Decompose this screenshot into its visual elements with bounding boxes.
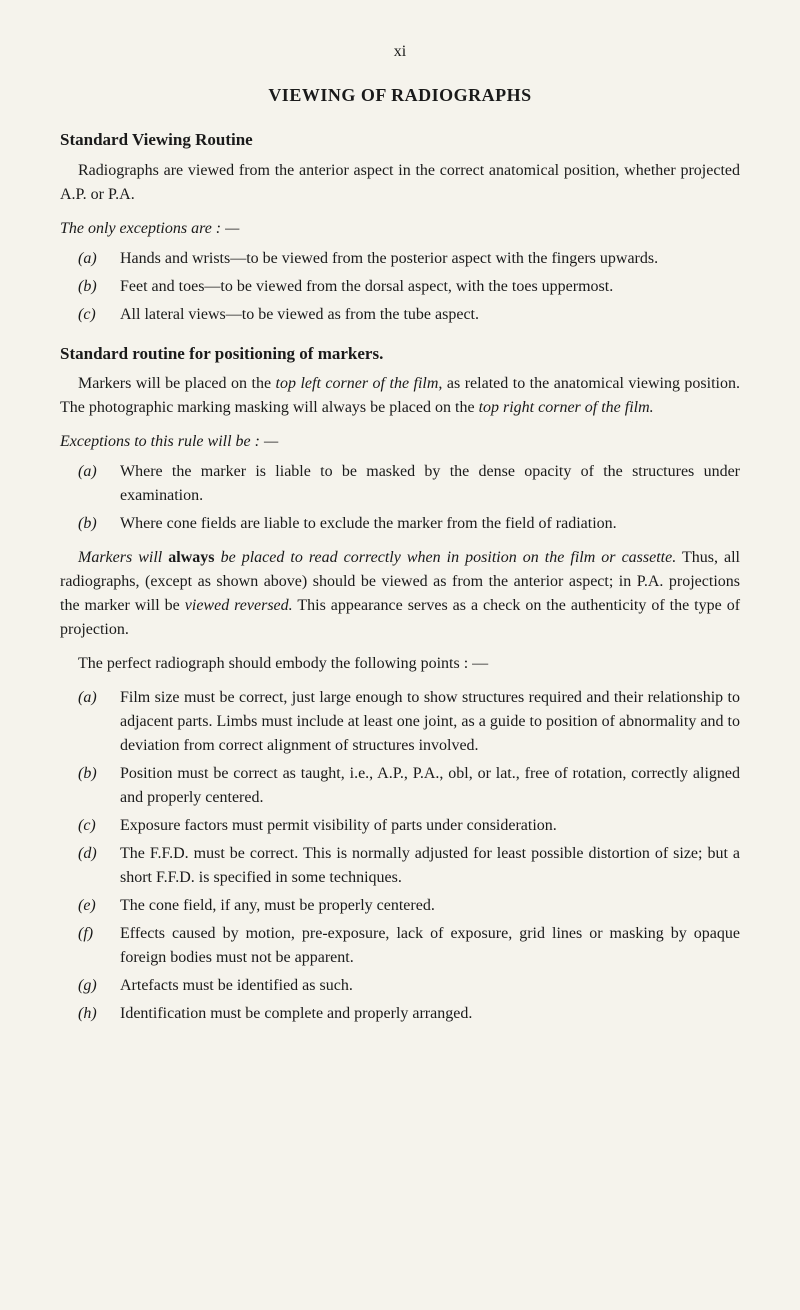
list-label: (b) (60, 512, 120, 536)
list-text: Film size must be correct, just large en… (120, 686, 740, 758)
list-text: Effects caused by motion, pre-exposure, … (120, 922, 740, 970)
list-label: (a) (60, 460, 120, 508)
list-label: (a) (60, 247, 120, 271)
list-text: Feet and toes—to be viewed from the dors… (120, 275, 740, 299)
list-item: (c) All lateral views—to be viewed as fr… (60, 303, 740, 327)
list-label: (f) (60, 922, 120, 970)
page-number: xi (60, 40, 740, 64)
list-item: (f) Effects caused by motion, pre-exposu… (60, 922, 740, 970)
list-label: (b) (60, 275, 120, 299)
list-label: (e) (60, 894, 120, 918)
section1-list: (a) Hands and wrists—to be viewed from t… (60, 247, 740, 327)
list-text: All lateral views—to be viewed as from t… (120, 303, 740, 327)
text: Radiographs are viewed from the anterior… (78, 162, 440, 179)
section2-markers-para: Markers will always be placed to read co… (60, 546, 740, 642)
section1-para1: Radiographs are viewed from the anterior… (60, 159, 740, 207)
list-label: (b) (60, 762, 120, 810)
section3-list: (a) Film size must be correct, just larg… (60, 686, 740, 1026)
section3-lead: The perfect radiograph should embody the… (60, 652, 740, 676)
list-item: (a) Where the marker is liable to be mas… (60, 460, 740, 508)
list-label: (c) (60, 303, 120, 327)
list-label: (g) (60, 974, 120, 998)
list-label: (c) (60, 814, 120, 838)
text: Markers will be placed on the (78, 375, 276, 392)
section2-heading: Standard routine for positioning of mark… (60, 341, 740, 367)
text-bold: always (168, 549, 214, 566)
list-text: Exposure factors must permit visibility … (120, 814, 740, 838)
text-italic: top left corner of the film, (276, 375, 443, 392)
text-italic: Markers will (78, 549, 168, 566)
list-label: (a) (60, 686, 120, 758)
main-heading: VIEWING OF RADIOGRAPHS (60, 82, 740, 109)
text-italic: viewed reversed. (185, 597, 293, 614)
list-item: (e) The cone field, if any, must be prop… (60, 894, 740, 918)
list-text: Where the marker is liable to be masked … (120, 460, 740, 508)
list-text: The cone field, if any, must be properly… (120, 894, 740, 918)
section2-exceptions-lead: Exceptions to this rule will be : — (60, 430, 740, 454)
list-item: (c) Exposure factors must permit visibil… (60, 814, 740, 838)
list-text: Hands and wrists—to be viewed from the p… (120, 247, 740, 271)
list-item: (b) Feet and toes—to be viewed from the … (60, 275, 740, 299)
list-item: (g) Artefacts must be identified as such… (60, 974, 740, 998)
section1-exceptions-lead: The only exceptions are : — (60, 217, 740, 241)
list-item: (a) Hands and wrists—to be viewed from t… (60, 247, 740, 271)
list-text: Artefacts must be identified as such. (120, 974, 740, 998)
list-text: Where cone fields are liable to exclude … (120, 512, 740, 536)
section2-para: Markers will be placed on the top left c… (60, 372, 740, 420)
list-label: (h) (60, 1002, 120, 1026)
list-label: (d) (60, 842, 120, 890)
list-text: The F.F.D. must be correct. This is norm… (120, 842, 740, 890)
section1-heading: Standard Viewing Routine (60, 127, 740, 153)
text-italic: be placed to read correctly when in posi… (215, 549, 677, 566)
text: correct (440, 162, 484, 179)
list-item: (b) Position must be correct as taught, … (60, 762, 740, 810)
text-italic: top right corner of the film. (479, 399, 654, 416)
section2-list: (a) Where the marker is liable to be mas… (60, 460, 740, 536)
list-item: (h) Identification must be complete and … (60, 1002, 740, 1026)
list-text: Position must be correct as taught, i.e.… (120, 762, 740, 810)
list-item: (d) The F.F.D. must be correct. This is … (60, 842, 740, 890)
list-item: (b) Where cone fields are liable to excl… (60, 512, 740, 536)
list-text: Identification must be complete and prop… (120, 1002, 740, 1026)
list-item: (a) Film size must be correct, just larg… (60, 686, 740, 758)
